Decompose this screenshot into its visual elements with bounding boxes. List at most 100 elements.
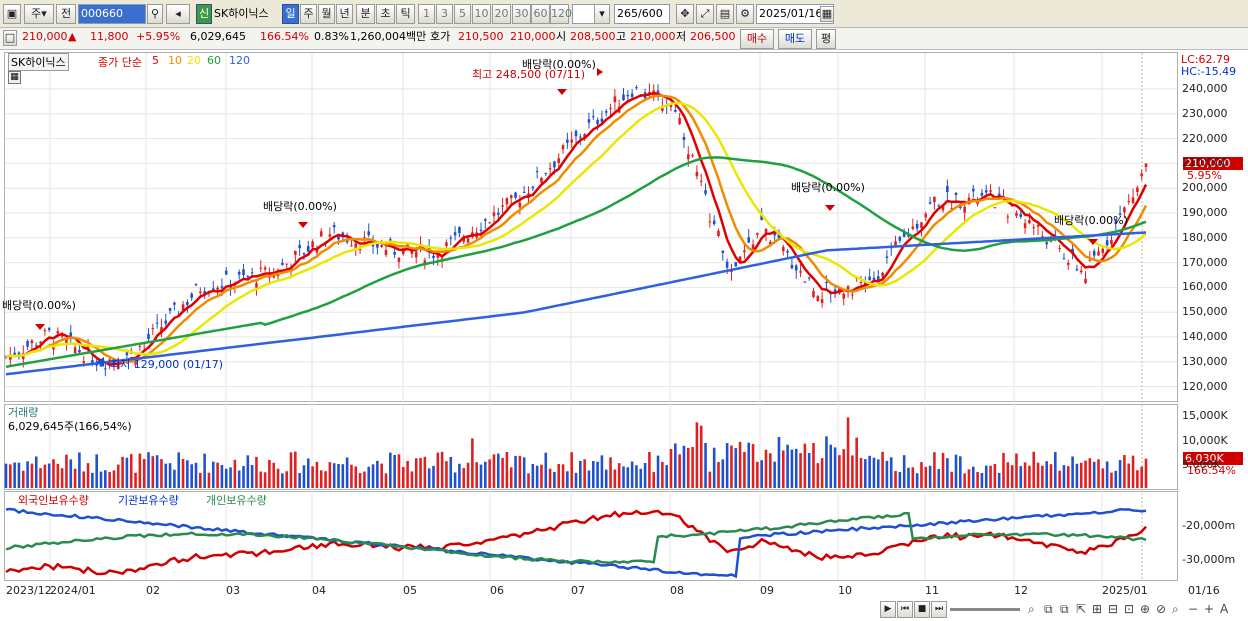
volume-bar [1131, 455, 1135, 488]
period-tab-1[interactable]: 주 [300, 4, 317, 24]
volume-bar [604, 469, 608, 488]
last-icon[interactable]: ⏭ [931, 601, 947, 618]
volume-bar [298, 472, 301, 488]
interval-button-1[interactable]: 1 [418, 4, 435, 24]
tool-icon-8[interactable]: ⊘ [1156, 602, 1167, 616]
period-tab-2[interactable]: 월 [318, 4, 335, 24]
x-axis-label: 06 [490, 584, 504, 597]
calendar-icon[interactable]: ▦ [820, 6, 834, 22]
candle-body [812, 291, 815, 297]
volume-bar [1049, 464, 1053, 488]
candle-body [946, 186, 949, 193]
candle-body [963, 206, 966, 213]
volume-bar [229, 467, 232, 488]
volume-bar [237, 470, 241, 488]
period-tab-0[interactable]: 일 [282, 4, 299, 24]
link-icon[interactable]: ⤢ [696, 4, 714, 24]
volume-bar [367, 466, 371, 488]
candle-body [579, 136, 582, 138]
period-tab-5[interactable]: 초 [376, 4, 395, 24]
volume-bar [345, 457, 349, 488]
tool-icon-3[interactable]: ⇱ [1076, 602, 1087, 616]
search-icon[interactable]: ⚲ [147, 4, 163, 24]
quote-change: 11,800 [90, 30, 129, 43]
candle-body [708, 221, 712, 223]
tool-icon-11[interactable]: + [1204, 602, 1215, 616]
price-panel-stock-name[interactable]: SK하이닉스 [8, 53, 69, 71]
tool-icon-10[interactable]: − [1188, 602, 1199, 616]
volume-bar [989, 465, 992, 488]
buy-button[interactable]: 매수 [740, 29, 774, 49]
tool-icon-2[interactable]: ⧉ [1060, 602, 1069, 616]
period-tab-3[interactable]: 년 [336, 4, 353, 24]
sell-button[interactable]: 매도 [778, 29, 812, 49]
volume-current-tag: 6,030K [1183, 452, 1243, 465]
volume-bar [708, 471, 712, 488]
candle-body [56, 331, 60, 334]
interval-button-120[interactable]: 120 [550, 4, 572, 24]
period-tab-4[interactable]: 분 [356, 4, 375, 24]
price-panel[interactable] [4, 52, 1178, 402]
tool-icon-6[interactable]: ⊡ [1124, 602, 1135, 616]
volume-bar [393, 454, 396, 488]
eval-button[interactable]: 평 [816, 29, 836, 49]
calculator-icon[interactable]: ▦ [8, 71, 21, 84]
ma-legend-60[interactable]: 60 [207, 54, 221, 67]
interval-button-20[interactable]: 20 [492, 4, 511, 24]
count-input[interactable]: 265/600 [614, 4, 670, 24]
volume-bar [108, 471, 111, 488]
tool-icon-12[interactable]: A [1220, 602, 1229, 616]
volume-bar [876, 459, 880, 488]
stock-code-input[interactable]: 000660 [78, 4, 146, 24]
interval-button-30[interactable]: 30 [512, 4, 531, 24]
volume-bar [527, 473, 530, 488]
volume-bar [1127, 463, 1131, 488]
ma-legend-5[interactable]: 5 [152, 54, 159, 67]
candle-body [449, 237, 453, 239]
volume-bar [289, 452, 293, 488]
chevron-down-icon[interactable]: ▾ [594, 4, 610, 24]
ma-legend-120[interactable]: 120 [229, 54, 250, 67]
market-select[interactable]: 주▾ [24, 4, 54, 24]
interval-button-5[interactable]: 5 [454, 4, 471, 24]
candle-body [432, 255, 435, 259]
ma-legend-10[interactable]: 10 [168, 54, 182, 67]
volume-bar [21, 470, 25, 488]
volume-bar [155, 455, 159, 488]
tool-icon-4[interactable]: ⊞ [1092, 602, 1103, 616]
save-icon[interactable]: ▤ [716, 4, 734, 24]
interval-button-3[interactable]: 3 [436, 4, 453, 24]
candle-body [794, 265, 798, 271]
date-input[interactable]: 2025/01/16 [756, 4, 834, 24]
volume-bar [730, 445, 733, 488]
checkbox-icon[interactable]: □ [3, 30, 17, 46]
play-icon[interactable]: ▶ [880, 601, 896, 618]
prev-button[interactable]: 전 [56, 4, 76, 24]
period-tab-6[interactable]: 틱 [396, 4, 415, 24]
candle-body [73, 347, 77, 354]
speaker-icon[interactable]: ◂ [166, 4, 190, 24]
first-icon[interactable]: ⏮ [897, 601, 913, 618]
gear-icon[interactable]: ⚙ [736, 4, 754, 24]
interval-button-10[interactable]: 10 [472, 4, 491, 24]
zoom-slider[interactable] [950, 608, 1020, 611]
tool-icon-5[interactable]: ⊟ [1108, 602, 1119, 616]
stop-icon[interactable]: ■ [914, 601, 930, 618]
tool-icon-1[interactable]: ⧉ [1044, 602, 1053, 616]
tool-icon-0[interactable]: ⌕ [1028, 602, 1035, 616]
volume-bar [812, 443, 815, 488]
holdings-tick: -20,000m [1182, 519, 1236, 532]
candle-body [691, 155, 694, 157]
crosshair-icon[interactable]: ✥ [676, 4, 694, 24]
volume-bar [466, 462, 470, 488]
volume-bar [263, 472, 267, 488]
candle-body [686, 154, 690, 160]
tool-icon-9[interactable]: ⌕ [1172, 602, 1179, 616]
ma-legend-20[interactable]: 20 [187, 54, 201, 67]
volume-bar [661, 461, 664, 488]
volume-bar [177, 452, 181, 488]
volume-bar [91, 472, 94, 488]
interval-button-60[interactable]: 60 [531, 4, 550, 24]
tool-icon-7[interactable]: ⊕ [1140, 602, 1151, 616]
window-icon[interactable]: ▣ [3, 4, 21, 24]
